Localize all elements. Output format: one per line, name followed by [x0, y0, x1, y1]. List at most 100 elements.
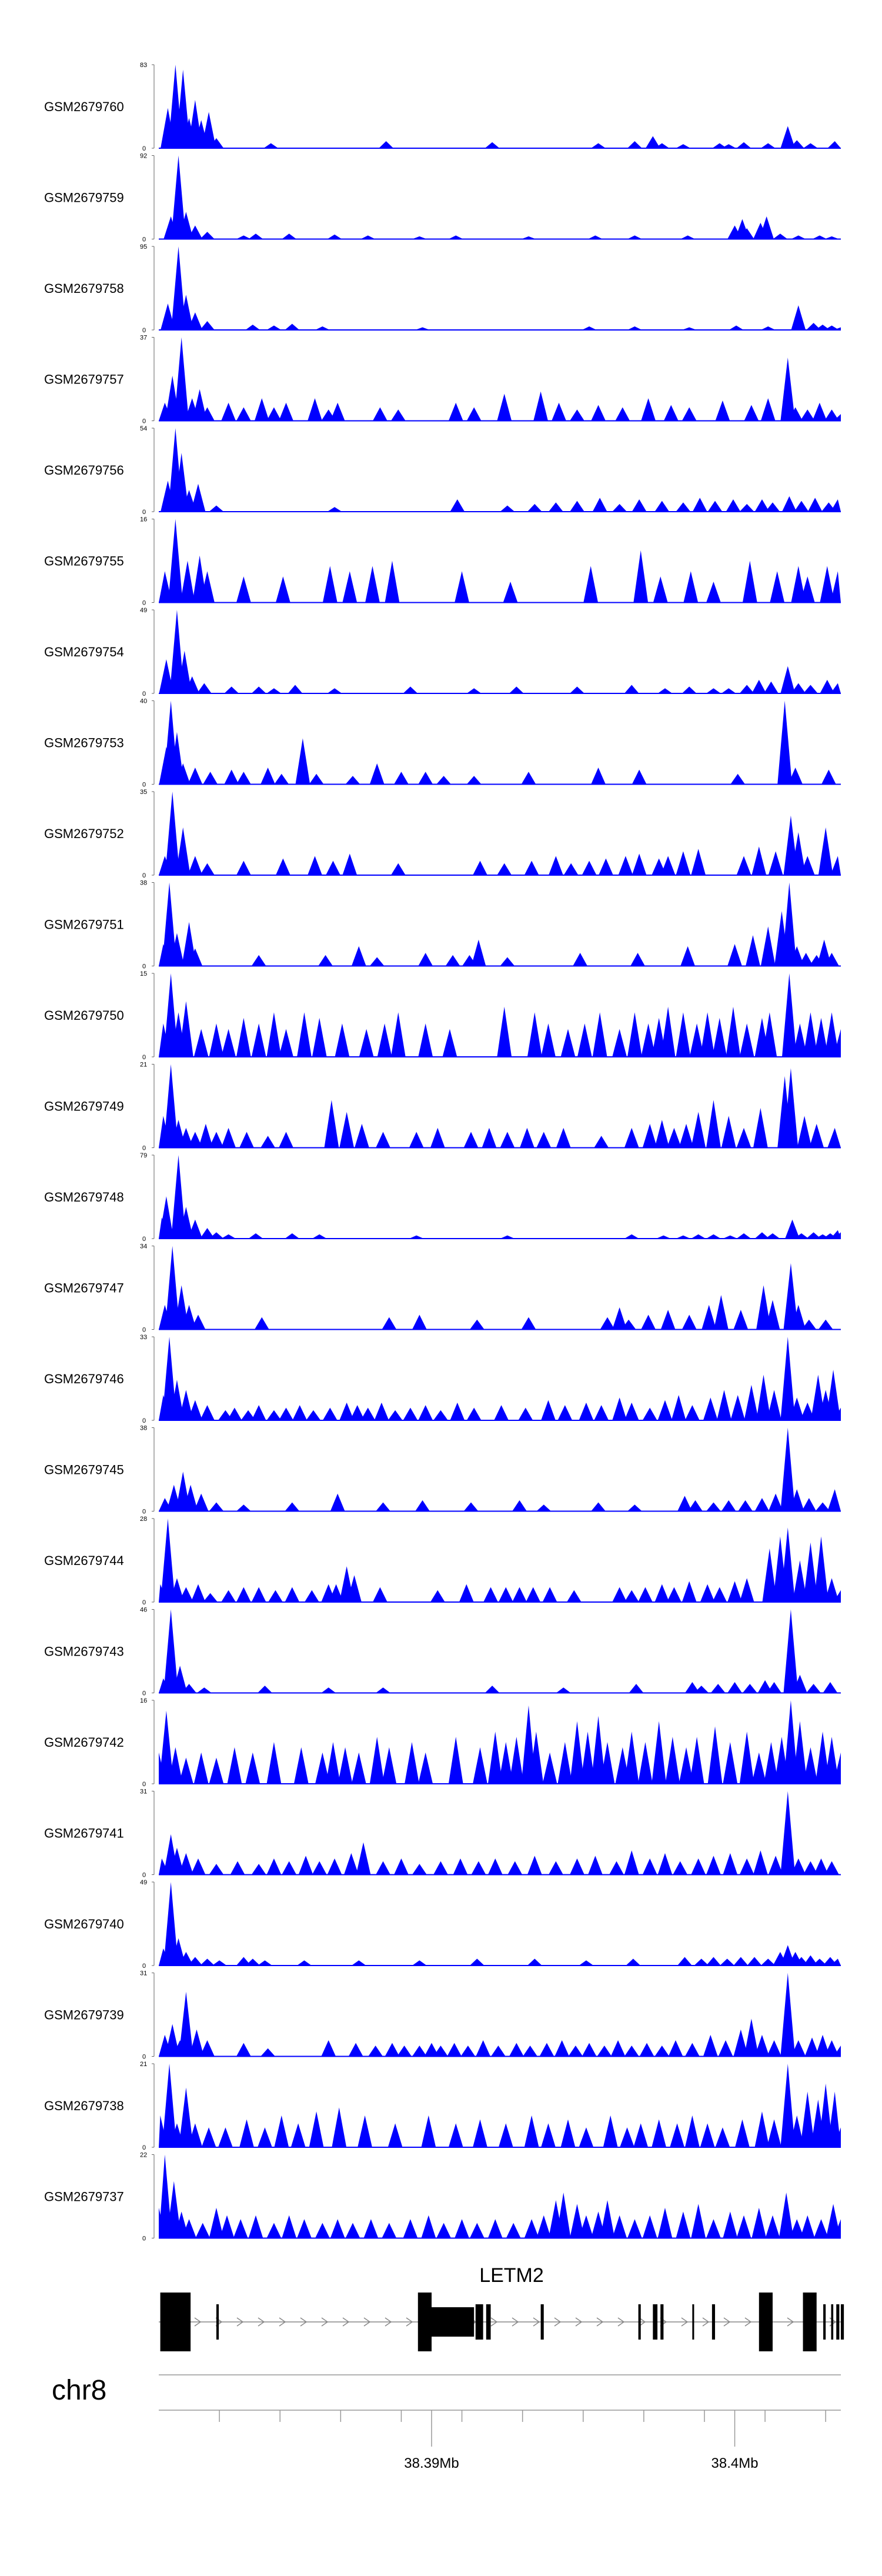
- coverage-peak: [773, 233, 788, 239]
- coverage-peak: [188, 948, 203, 966]
- coverage-peak: [549, 502, 563, 512]
- coverage-peak: [667, 1127, 681, 1148]
- coverage-peak: [676, 851, 691, 875]
- coverage-peak: [706, 1502, 721, 1511]
- coverage-peak: [685, 1405, 700, 1420]
- coverage-peak: [295, 738, 310, 785]
- coverage-peak: [691, 1234, 706, 1239]
- coverage-peak: [833, 327, 841, 330]
- track-label: GSM2679754: [44, 645, 124, 659]
- coverage-peak: [781, 496, 797, 512]
- coverage-peak: [436, 776, 451, 785]
- coverage-peak: [460, 2046, 476, 2057]
- coverage-peak: [800, 409, 815, 421]
- coverage-peak: [521, 772, 536, 785]
- coverage-peak: [179, 295, 193, 330]
- coverage-peak: [727, 944, 742, 966]
- coverage-peak: [450, 1402, 465, 1420]
- coverage-peak: [524, 860, 539, 875]
- coverage-peak: [804, 2037, 820, 2057]
- coverage-peak: [791, 832, 806, 875]
- coverage-peak: [794, 500, 809, 512]
- coverage-peak: [639, 2043, 654, 2057]
- coverage-peak: [803, 1955, 818, 1966]
- coverage-peak: [191, 1858, 206, 1875]
- coverage-peak: [812, 1958, 827, 1966]
- coverage-peak: [347, 1575, 362, 1602]
- coverage-peak: [201, 112, 216, 148]
- coverage-peak: [791, 235, 806, 239]
- coverage-peak: [542, 1752, 557, 1784]
- coverage-peak: [824, 1578, 839, 1602]
- coverage-peak: [394, 772, 409, 785]
- coverage-peak: [448, 1737, 463, 1784]
- track-ymax-label: 54: [140, 425, 147, 432]
- coverage-track-GSM2679748: GSM2679748 79 0: [44, 1152, 841, 1243]
- track-yzero-label: 0: [142, 509, 146, 516]
- coverage-peak: [801, 1319, 817, 1330]
- coverage-peak: [692, 498, 707, 512]
- coverage-peak: [424, 2043, 439, 2057]
- coverage-peak: [591, 143, 606, 148]
- coverage-peak: [657, 1853, 673, 1875]
- coverage-peak: [266, 407, 282, 421]
- coverage-peak: [568, 2046, 583, 2057]
- coverage-peak: [527, 1958, 542, 1966]
- coverage-peak: [830, 571, 841, 603]
- gene-exon: [486, 2304, 491, 2340]
- coverage-peak: [348, 2043, 363, 2057]
- coverage-peak: [642, 1858, 657, 1875]
- coverage-peak: [288, 685, 303, 693]
- track-ymax-label: 35: [140, 789, 147, 796]
- coverage-peak: [641, 398, 656, 421]
- coverage-peak: [556, 2193, 571, 2238]
- coverage-peak: [612, 2215, 627, 2238]
- coverage-peak: [744, 2018, 759, 2057]
- coverage-track-GSM2679738: GSM2679738 21 0: [44, 2061, 841, 2151]
- gene-exon: [660, 2304, 664, 2340]
- coverage-peak: [730, 1394, 746, 1420]
- coverage-peak: [570, 500, 584, 512]
- coverage-peak: [833, 413, 841, 421]
- coverage-peak: [588, 1856, 603, 1875]
- coverage-peak: [360, 235, 376, 239]
- coverage-peak: [448, 402, 463, 421]
- coverage-peak: [448, 235, 463, 239]
- coverage-peak: [627, 2219, 642, 2238]
- track-label: GSM2679737: [44, 2190, 124, 2204]
- coverage-peak: [753, 1107, 768, 1148]
- coverage-peak: [209, 1864, 224, 1875]
- coverage-peak: [739, 1731, 754, 1784]
- coverage-peak: [169, 1847, 185, 1875]
- coverage-peak: [382, 2223, 397, 2238]
- coverage-peak: [765, 1233, 780, 1239]
- coverage-peak: [188, 225, 203, 239]
- coverage-peak: [573, 953, 587, 966]
- coverage-peak: [612, 1029, 627, 1057]
- coverage-peak: [791, 2040, 806, 2057]
- coverage-peak: [791, 566, 806, 603]
- coverage-peak: [203, 1593, 218, 1602]
- coverage-peak: [615, 407, 630, 421]
- coverage-peak: [236, 860, 251, 875]
- coverage-peak: [570, 2204, 584, 2238]
- strand-chevron-icon: [744, 2317, 752, 2327]
- coverage-peak: [715, 2127, 730, 2147]
- coverage-peak: [200, 571, 215, 603]
- track-label: GSM2679738: [44, 2098, 124, 2113]
- coverage-peak: [627, 235, 642, 239]
- coverage-peak: [789, 140, 804, 148]
- coverage-peak: [339, 1402, 355, 1420]
- coverage-peak: [418, 772, 433, 785]
- coverage-peak: [397, 2046, 412, 2057]
- coverage-peak: [236, 235, 251, 239]
- coverage-peak: [188, 768, 203, 785]
- coverage-peak: [654, 1584, 670, 1602]
- track-yzero-label: 0: [142, 1236, 146, 1243]
- coverage-peak: [541, 2123, 556, 2147]
- coverage-peak: [723, 1742, 738, 1784]
- coverage-peak: [680, 946, 696, 966]
- coverage-peak: [566, 1590, 582, 1602]
- coverage-peak: [209, 505, 224, 512]
- coverage-peak: [236, 407, 251, 421]
